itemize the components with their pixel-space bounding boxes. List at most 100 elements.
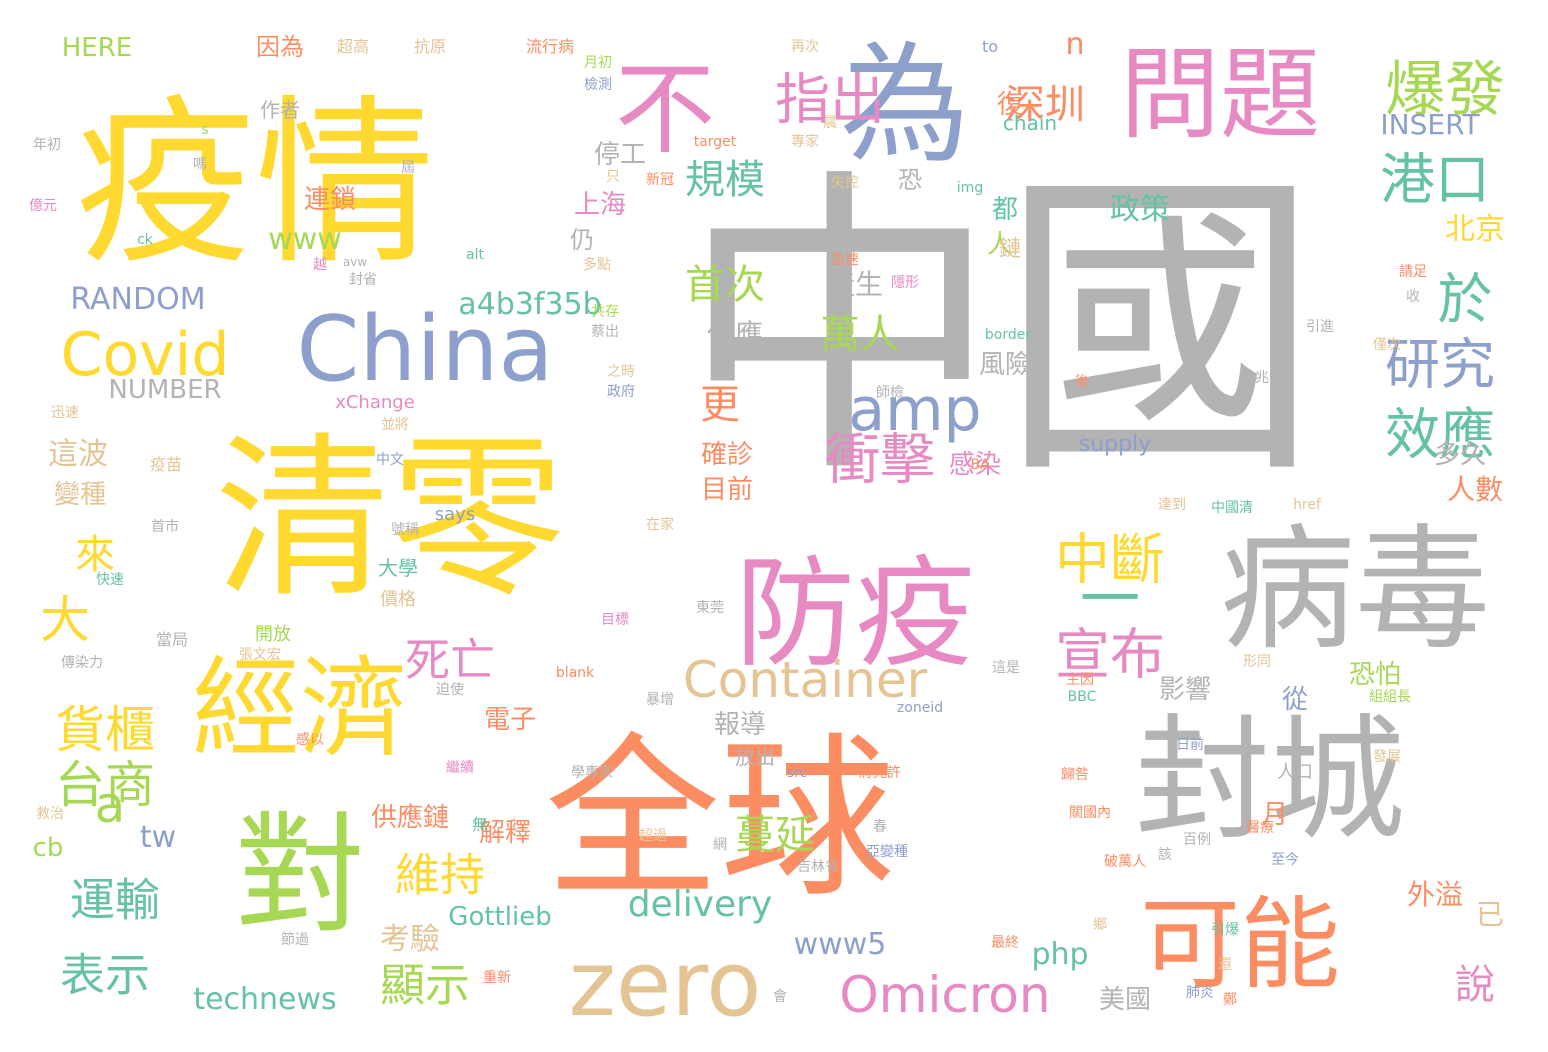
cloud-word: 前兆: [1241, 370, 1269, 386]
cloud-word: 疫苗: [149, 455, 183, 474]
cloud-word: 於: [1437, 267, 1493, 332]
cloud-word: 節過: [281, 932, 309, 948]
cloud-word: 深圳: [1005, 82, 1085, 128]
cloud-word: 之時: [607, 364, 635, 380]
cloud-word: 號稱: [391, 522, 419, 538]
cloud-word: 供應: [706, 318, 764, 351]
cloud-word: 蔡出: [591, 324, 619, 340]
cloud-word: 變種: [53, 480, 107, 510]
cloud-word: 病毒: [1220, 511, 1490, 669]
cloud-word: 超高: [336, 37, 370, 56]
cloud-word: 僅次: [1373, 337, 1401, 353]
cloud-word: 感染: [948, 450, 1002, 480]
cloud-word: 供應鏈: [370, 803, 450, 833]
cloud-word: 月初: [584, 55, 612, 71]
cloud-word: 政策: [1110, 192, 1170, 227]
cloud-word: 後: [1075, 374, 1089, 390]
cloud-word: 中斷: [1054, 527, 1166, 592]
cloud-word: 疫情: [74, 80, 436, 289]
cloud-word: 迫使: [436, 682, 464, 698]
cloud-word: 繼續: [446, 760, 474, 776]
cloud-word: 這是: [992, 660, 1020, 676]
cloud-word: 嗎: [193, 157, 207, 173]
cloud-word: 感以: [296, 732, 324, 748]
cloud-word: 再次: [791, 39, 819, 55]
cloud-word: Gottlieb: [448, 902, 552, 932]
cloud-word: says: [434, 504, 476, 525]
cloud-word: 屆: [401, 160, 415, 176]
cloud-word: 恐怕: [1348, 660, 1402, 690]
cloud-word: 暴增: [646, 692, 674, 708]
cloud-word: 作者: [260, 98, 300, 122]
cloud-word: 醫療: [1246, 820, 1274, 836]
cloud-word: 仍: [570, 226, 594, 254]
cloud-word: 關國內: [1069, 805, 1111, 821]
cloud-word: 至今: [1271, 852, 1299, 868]
cloud-word: 吉林省: [797, 859, 839, 875]
cloud-word: 晨: [823, 115, 837, 131]
cloud-word: 價格: [380, 589, 416, 610]
cloud-word: 只: [606, 169, 620, 185]
cloud-word: 封省: [349, 272, 377, 288]
cloud-word: 將允許: [859, 765, 901, 781]
cloud-word: n: [1065, 27, 1085, 62]
cloud-word: 解釋: [478, 818, 532, 848]
cloud-word: 張文宏: [239, 647, 281, 663]
cloud-word: php: [1031, 937, 1089, 972]
cloud-word: 超過: [639, 828, 667, 844]
cloud-word: a: [94, 776, 126, 834]
cloud-word: 抗原: [413, 37, 447, 56]
cloud-word: 隱形: [891, 275, 919, 291]
cloud-word: 規模: [685, 157, 765, 203]
cloud-word: 確診: [700, 440, 754, 470]
cloud-word: 上海: [573, 190, 627, 220]
cloud-word: 蔓延: [735, 812, 815, 858]
cloud-word: s: [201, 122, 209, 138]
cloud-word: 首市: [151, 519, 179, 535]
cloud-word: 防疫: [735, 545, 975, 684]
cloud-word: Container: [682, 651, 928, 709]
cloud-word: img: [956, 180, 984, 196]
cloud-word: 中國清: [1211, 500, 1253, 516]
cloud-word: NUMBER: [108, 375, 222, 405]
cloud-word: 港口: [1379, 147, 1491, 212]
cloud-word: 引進: [1306, 319, 1334, 335]
cloud-word: 救治: [36, 806, 64, 822]
cloud-word: 收: [1406, 289, 1420, 305]
cloud-word: 人: [986, 230, 1014, 260]
cloud-word: 爆發: [1385, 55, 1505, 125]
cloud-word: 問題: [1120, 36, 1320, 153]
cloud-word: RANDOM: [70, 282, 206, 317]
cloud-word: 封城: [1135, 701, 1405, 859]
cloud-word: 開放: [255, 624, 291, 645]
cloud-word: 政府: [607, 384, 635, 400]
cloud-word: 對: [234, 799, 366, 951]
cloud-word: 新冠: [646, 172, 674, 188]
cloud-word: to: [981, 37, 999, 56]
cloud-word: 重新: [483, 970, 511, 986]
cloud-word: 達到: [1158, 497, 1186, 513]
cloud-word: 迅速: [51, 405, 79, 421]
cloud-word: 產生: [826, 268, 884, 301]
cloud-word: 中文: [376, 452, 404, 468]
cloud-word: 指出: [774, 67, 886, 132]
cloud-word: 該: [1158, 847, 1172, 863]
cloud-word: 鄭: [1223, 992, 1237, 1008]
cloud-word: 歸咎: [1061, 767, 1089, 783]
cloud-word: tw: [139, 820, 177, 855]
cloud-word: 形同: [1243, 654, 1271, 670]
cloud-word: BBC: [1067, 689, 1097, 705]
cloud-word: 在家: [646, 517, 674, 533]
cloud-word: www5: [793, 927, 887, 962]
cloud-word: 從: [1281, 685, 1309, 715]
cloud-word: 首次: [685, 262, 765, 308]
cloud-word: INSERT: [1380, 108, 1480, 141]
cloud-word: 無: [471, 815, 489, 834]
cloud-word: 鄉: [1093, 917, 1107, 933]
cloud-word: 年初: [33, 137, 61, 153]
cloud-word: 美國: [1098, 985, 1152, 1015]
cloud-word: BA: [970, 457, 990, 473]
cloud-word: 清零: [215, 418, 565, 622]
cloud-word: 目標: [601, 612, 629, 628]
